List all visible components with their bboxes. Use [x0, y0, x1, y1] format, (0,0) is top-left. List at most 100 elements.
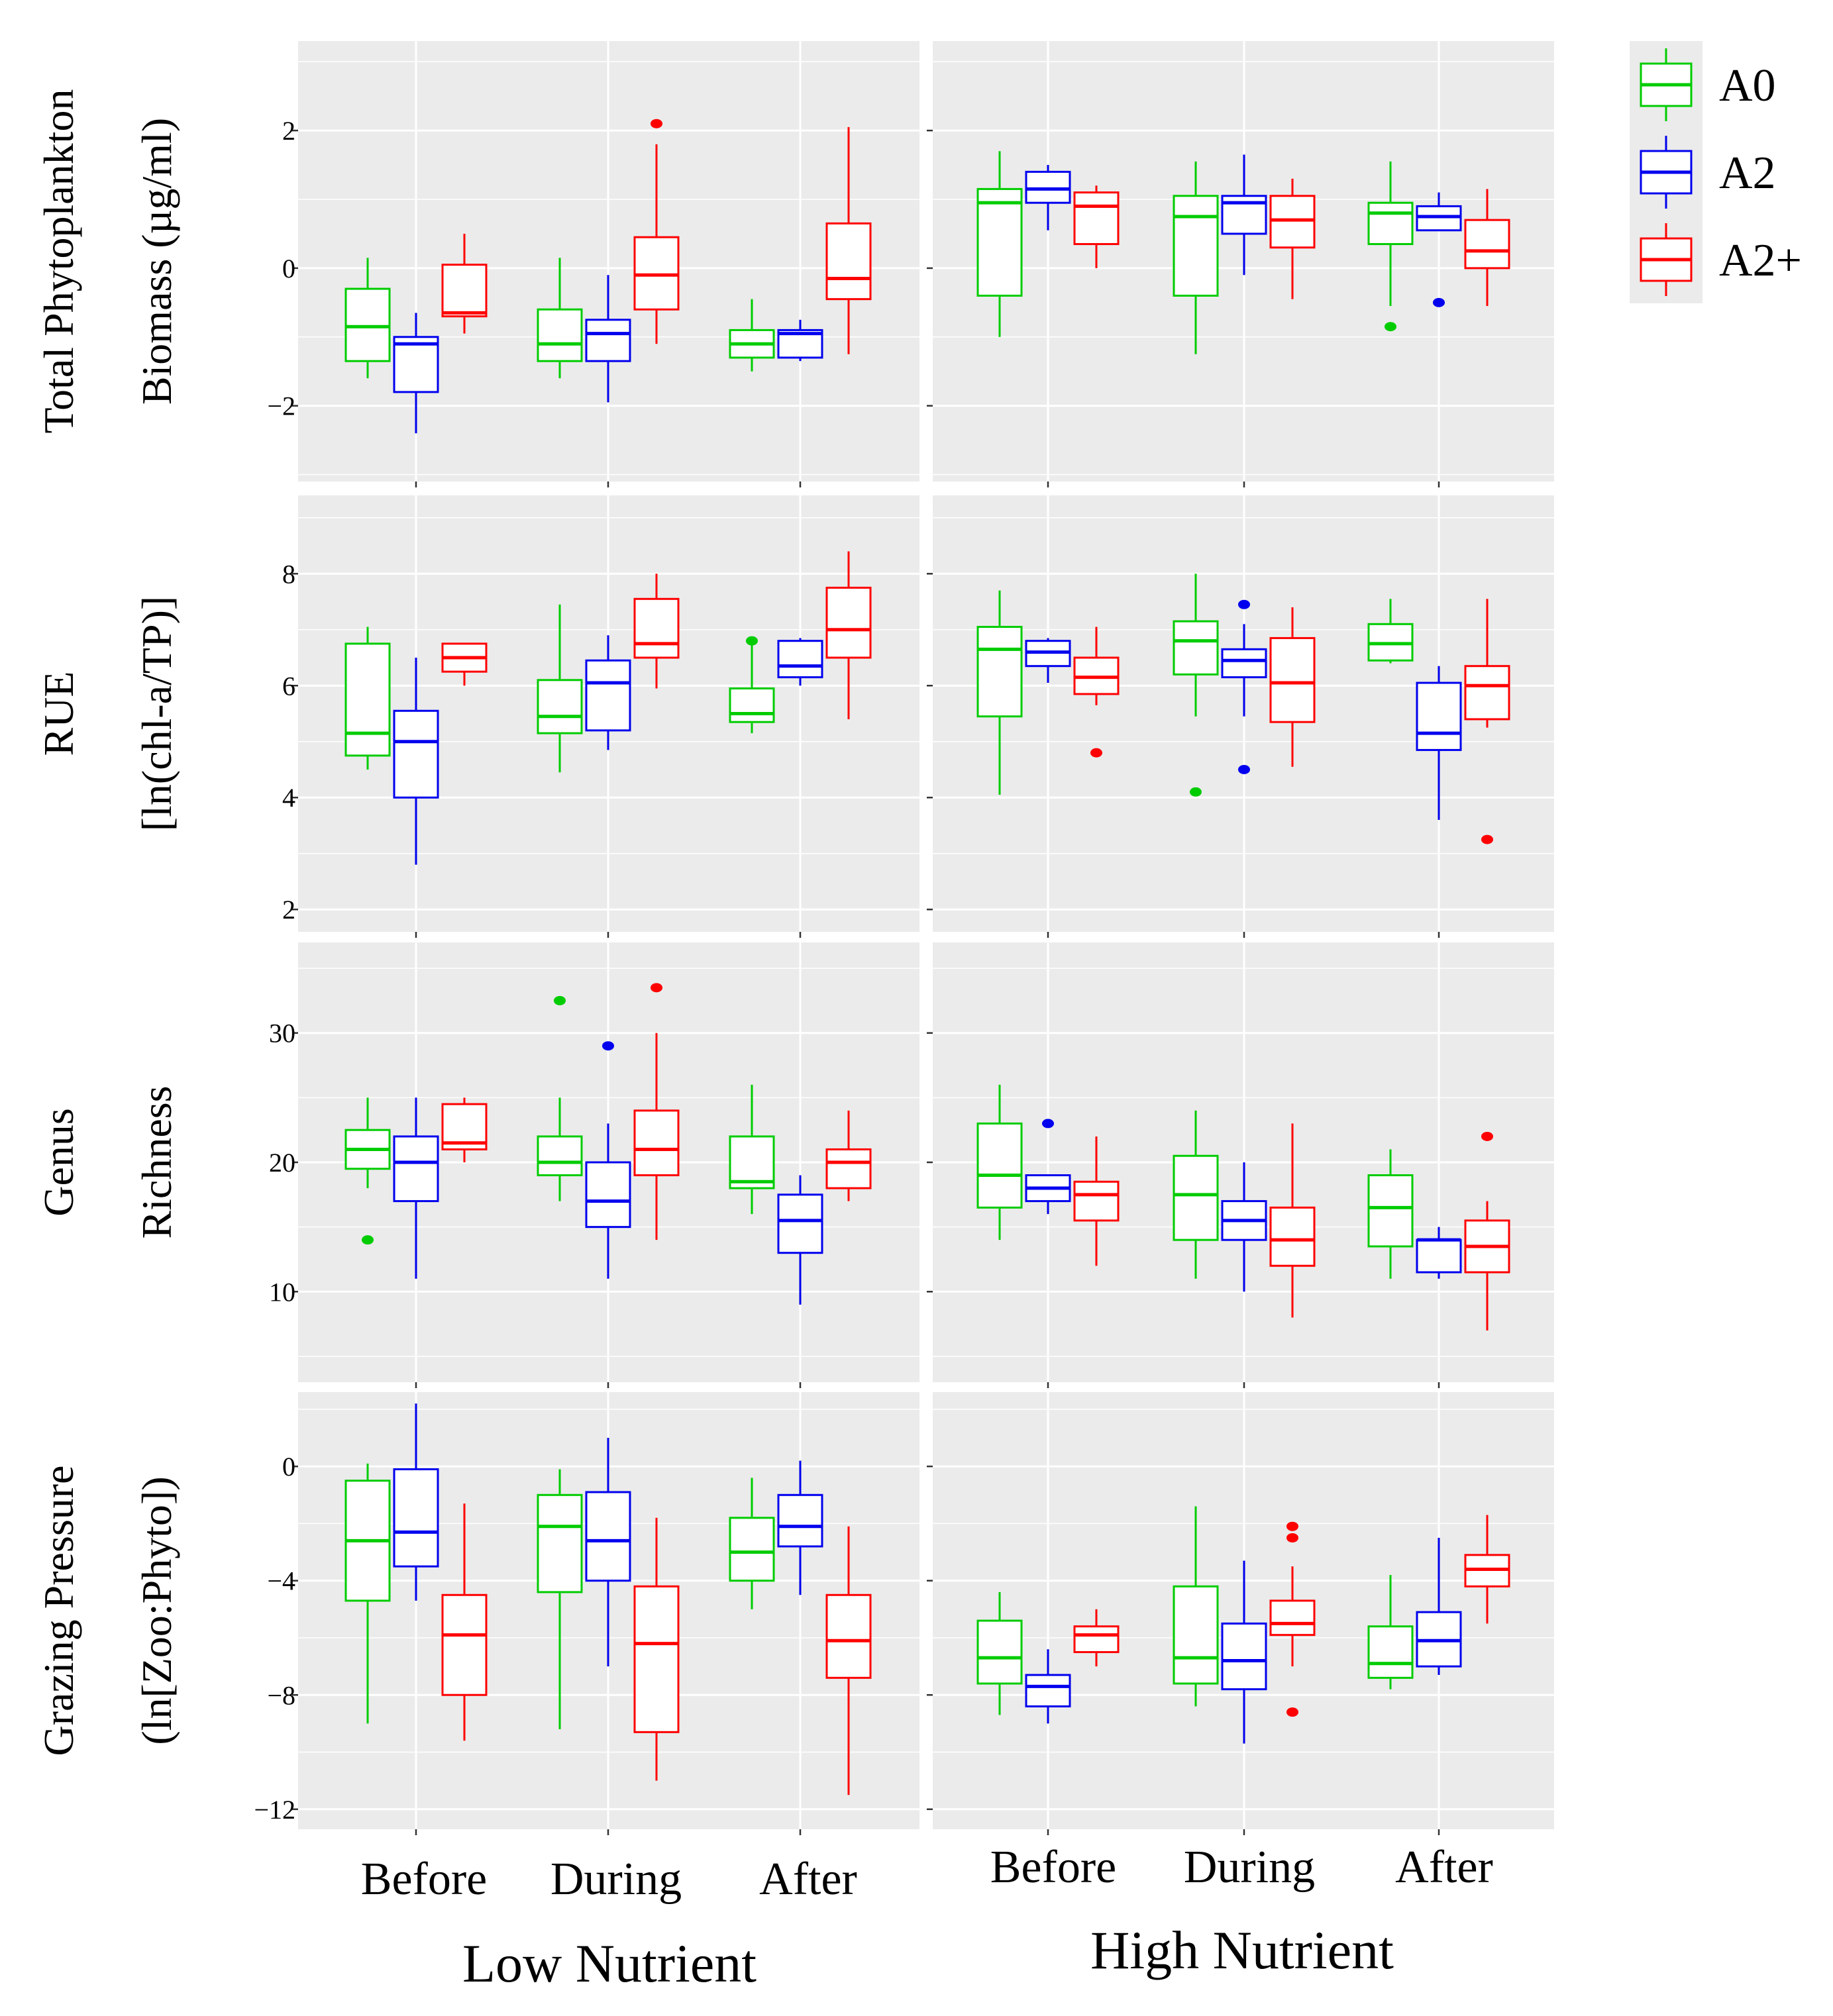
outlier-point	[1286, 1521, 1298, 1531]
box-a2-before	[393, 658, 439, 865]
y-tick-label: 0	[282, 254, 295, 283]
box-a0-before	[344, 1463, 391, 1724]
box-iqr	[777, 1493, 823, 1548]
y-axis-title-line: Total Phytoplankton	[35, 89, 82, 434]
box-a0-before	[344, 258, 391, 379]
y-tick-label: 6	[282, 671, 295, 701]
box-iqr	[1173, 1585, 1219, 1685]
box-a0-before	[976, 151, 1023, 337]
x-tick-label-before: Before	[990, 1842, 1116, 1893]
box-iqr	[441, 264, 488, 318]
y-axis-title-line: RUE	[35, 672, 82, 756]
y-tick-label: 0	[282, 1452, 295, 1482]
box-a0-before	[976, 1591, 1023, 1715]
box-a2-before	[1025, 165, 1071, 230]
y-axis-title-line: [ln(chl-a/TP)]	[133, 596, 180, 831]
outlier-point	[1190, 787, 1202, 797]
box-iqr	[777, 1193, 823, 1254]
box-iqr	[976, 626, 1023, 718]
box-iqr	[633, 1109, 680, 1177]
y-axis-title-line: (ln[Zoo:Phyto])	[133, 1476, 180, 1744]
box-iqr	[585, 659, 631, 732]
box-iqr	[1367, 1174, 1414, 1248]
box-a2-after	[777, 1460, 823, 1595]
box-iqr	[1416, 681, 1462, 751]
y-tick-label: −4	[267, 1566, 295, 1596]
outlier-point	[1286, 1707, 1298, 1717]
box-a2-before	[393, 1403, 439, 1601]
box-a2-after	[1416, 1538, 1462, 1676]
box-iqr	[633, 597, 680, 659]
box-iqr	[393, 336, 439, 393]
box-a2-during	[585, 1438, 631, 1667]
legend: A0 A2 A2+	[1630, 41, 1802, 303]
box-a0-after	[729, 1084, 775, 1215]
box-iqr	[1269, 636, 1316, 723]
box-a2-during	[585, 635, 631, 750]
box-iqr	[537, 1493, 583, 1593]
legend-label: A0	[1719, 60, 1776, 111]
y-tick-label: 10	[269, 1277, 295, 1307]
row-titles-layer: Total Phytoplankton Biomass (µg/ml) RUE [ln…	[35, 89, 180, 1756]
box-a2-before	[1073, 1136, 1120, 1266]
box-a2-before	[441, 233, 488, 334]
box-iqr	[537, 1135, 583, 1177]
facet-label-high-nutrient: High Nutrient	[1090, 1920, 1394, 1980]
panel-grazing-pressure-low-nutrient: −12 −8 −4 0	[254, 1392, 919, 1835]
box-a2-after	[825, 551, 872, 719]
box-iqr	[1367, 201, 1414, 246]
box-iqr	[1269, 1206, 1316, 1267]
x-tick-label-after: After	[1395, 1842, 1493, 1893]
box-iqr	[976, 1122, 1023, 1209]
outlier-point	[746, 636, 758, 646]
box-a0-before	[976, 590, 1023, 795]
box-a0-during	[1173, 1506, 1219, 1707]
box-a2-after	[777, 1175, 823, 1305]
y-tick-label: −12	[254, 1795, 295, 1825]
box-a2-during	[1269, 607, 1316, 767]
box-a0-before	[976, 1084, 1023, 1240]
box-a2-before	[1025, 638, 1071, 683]
box-a2-after	[1464, 599, 1510, 844]
y-tick-label: −2	[267, 391, 295, 421]
box-iqr	[976, 1619, 1023, 1685]
panel-genus-high-nutrient	[927, 942, 1554, 1388]
box-a2-before	[441, 642, 488, 686]
box-a0-after	[729, 636, 775, 734]
box-iqr	[585, 1491, 631, 1582]
box-a2-during	[1269, 1123, 1316, 1318]
box-a0-after	[1367, 1149, 1414, 1279]
outlier-point	[1286, 1533, 1298, 1542]
y-tick-label: 4	[282, 783, 295, 813]
box-a2-before	[441, 1503, 488, 1741]
box-a2-during	[1269, 1521, 1316, 1717]
box-a2-after	[777, 638, 823, 686]
box-iqr	[976, 187, 1023, 297]
box-a2-during	[1221, 1162, 1267, 1292]
box-iqr	[537, 679, 583, 734]
y-axis-title-line: Genus	[35, 1108, 82, 1217]
box-a0-after	[729, 1478, 775, 1609]
y-axis-title-line: Grazing Pressure	[35, 1466, 82, 1756]
box-iqr	[633, 1585, 680, 1733]
box-a2-during	[585, 275, 631, 403]
box-iqr	[729, 1517, 775, 1582]
box-a2-after	[1416, 1227, 1462, 1279]
box-a2-during	[633, 119, 680, 344]
box-iqr	[1464, 219, 1510, 270]
box-iqr	[825, 1593, 872, 1679]
legend-item-a0: A0	[1640, 48, 1776, 121]
box-a2-after	[825, 1110, 872, 1201]
outlier-point	[1238, 764, 1250, 774]
box-iqr	[1269, 1599, 1316, 1637]
box-a0-before	[344, 627, 391, 770]
box-a0-during	[537, 604, 583, 773]
outlier-point	[602, 1041, 614, 1051]
box-a0-during	[1173, 161, 1219, 354]
y-tick-label: −8	[267, 1680, 295, 1710]
panels-layer: −2 0 2 2 4 6 8 10 20 30 −12 −8 −4 0	[254, 41, 1554, 1835]
y-tick-label: 20	[269, 1148, 295, 1178]
box-a2-during	[633, 983, 680, 1240]
